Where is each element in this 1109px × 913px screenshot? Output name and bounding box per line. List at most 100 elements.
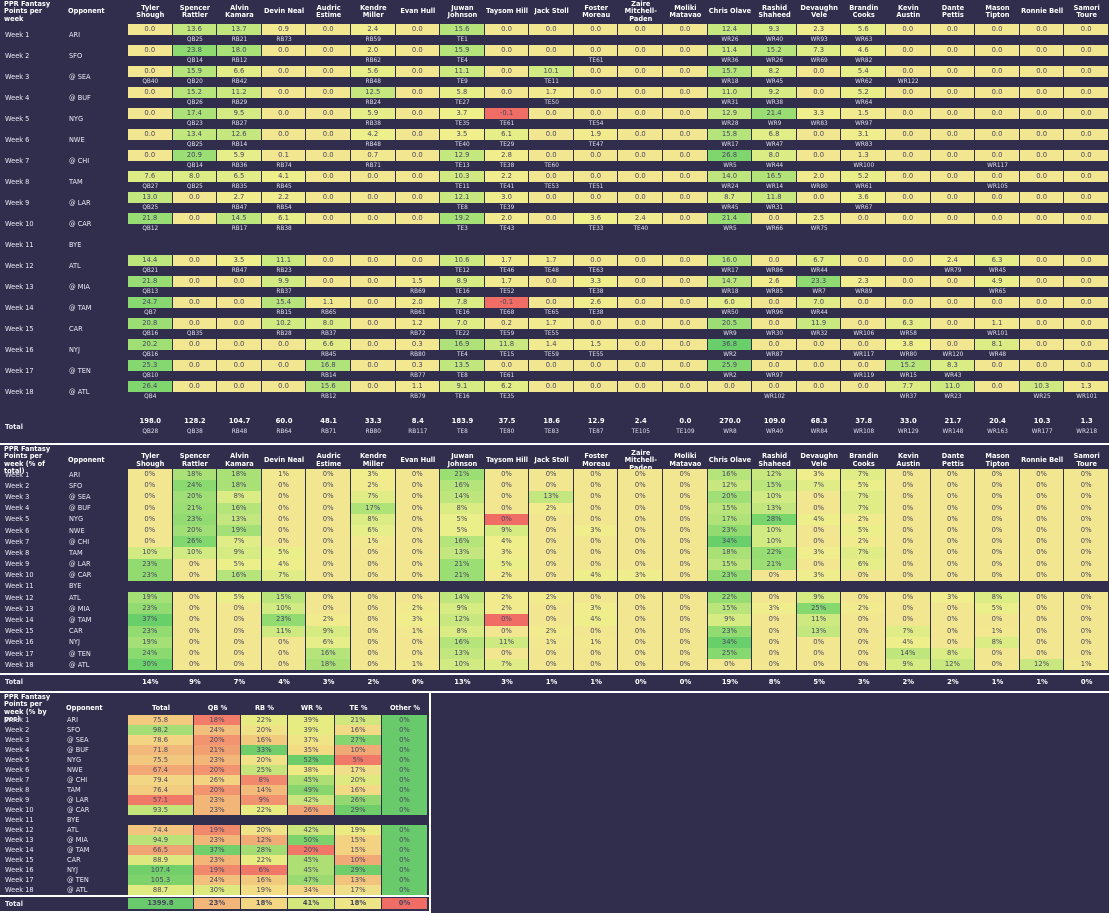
points-cell[interactable]: 0.0 <box>841 339 887 350</box>
pct-cell[interactable]: 0% <box>484 469 530 481</box>
week-label[interactable]: Week 6 <box>5 526 30 535</box>
pct-cell[interactable]: 1% <box>1064 659 1109 671</box>
pct-cell[interactable]: 37% <box>128 614 173 626</box>
pct-cell[interactable]: 25% <box>796 603 842 615</box>
pct-cell[interactable]: 5% <box>261 547 307 559</box>
pct-cell[interactable]: 0% <box>663 592 708 604</box>
pos-pct-cell[interactable]: 34% <box>288 885 335 895</box>
pct-cell[interactable]: 0% <box>663 480 708 492</box>
pos-pct-cell[interactable]: 26% <box>335 795 382 805</box>
pct-cell[interactable]: 34% <box>707 636 753 648</box>
opponent-cell[interactable]: @ MIA <box>69 604 90 613</box>
points-cell[interactable]: 0.3 <box>395 360 441 371</box>
points-cell[interactable]: 6.8 <box>752 129 797 140</box>
points-cell[interactable]: 0.0 <box>796 87 842 98</box>
pct-cell[interactable]: 23% <box>707 569 753 581</box>
pct-cell[interactable]: 16% <box>440 636 485 648</box>
pct-cell[interactable]: 0% <box>841 636 887 648</box>
points-cell[interactable]: 0.0 <box>930 129 976 140</box>
week-label[interactable]: Week 4 <box>5 504 30 513</box>
pct-cell[interactable]: 2% <box>841 536 887 548</box>
points-cell[interactable]: 0.0 <box>618 45 664 56</box>
pos-pct-cell[interactable]: 0% <box>382 755 428 765</box>
pct-cell[interactable]: 16% <box>217 502 262 514</box>
points-cell[interactable]: 1.7 <box>484 276 530 287</box>
points-cell[interactable]: 14.5 <box>217 213 262 224</box>
total-value[interactable]: 1% <box>991 678 1004 687</box>
points-cell[interactable]: 0.0 <box>306 171 351 182</box>
points-cell[interactable]: 0.0 <box>395 66 441 77</box>
points-cell[interactable]: 0.0 <box>350 171 396 182</box>
pct-cell[interactable]: 13% <box>752 502 797 514</box>
pct-cell[interactable]: 0% <box>930 558 976 570</box>
points-cell[interactable]: 0.0 <box>663 24 708 35</box>
points-cell[interactable]: 1.1 <box>395 381 441 392</box>
points-cell[interactable]: 0.0 <box>395 87 441 98</box>
points-cell[interactable]: 3.5 <box>440 129 485 140</box>
pct-cell[interactable]: 0% <box>930 636 976 648</box>
points-cell[interactable]: 4.2 <box>350 129 396 140</box>
pct-cell[interactable]: 0% <box>796 648 842 660</box>
points-cell[interactable]: 0.0 <box>618 255 664 266</box>
player-column-header[interactable]: Moliki Matavao <box>669 452 702 468</box>
week-label[interactable]: Week 17 <box>5 876 34 884</box>
player-column-header[interactable]: Devin Neal <box>263 7 305 16</box>
points-cell[interactable]: 19.2 <box>440 213 485 224</box>
pct-cell[interactable]: 5% <box>217 592 262 604</box>
pct-cell[interactable]: 0% <box>752 625 797 637</box>
pct-cell[interactable]: 0% <box>618 524 664 537</box>
points-cell[interactable]: 0.1 <box>261 150 307 161</box>
player-column-header[interactable]: Devaughn Vele <box>800 452 838 468</box>
points-cell[interactable]: 1.3 <box>1064 381 1109 392</box>
player-column-header[interactable]: Taysom Hill <box>485 7 529 16</box>
pct-cell[interactable]: 8% <box>975 636 1020 648</box>
points-cell[interactable]: 1.7 <box>529 318 574 329</box>
pos-pct-cell[interactable]: 6% <box>241 865 288 875</box>
opponent-cell[interactable]: @ BUF <box>69 93 91 102</box>
pct-cell[interactable]: 0% <box>172 569 218 581</box>
week-label[interactable]: Week 7 <box>5 537 30 546</box>
opponent-header[interactable]: Opponent <box>68 456 105 465</box>
points-cell[interactable]: 0.0 <box>573 108 619 119</box>
pct-cell[interactable]: 0% <box>1019 592 1065 604</box>
pos-pct-cell[interactable]: 19% <box>194 825 241 835</box>
points-cell[interactable]: 0.0 <box>796 381 842 392</box>
stat-column-header[interactable]: TE % <box>349 704 368 713</box>
total-value[interactable]: 33.3 <box>364 417 382 425</box>
pct-cell[interactable]: 5% <box>440 513 485 525</box>
pct-cell[interactable]: 20% <box>707 491 753 503</box>
pct-cell[interactable]: 0% <box>930 469 976 481</box>
pct-cell[interactable]: 0% <box>484 513 530 525</box>
points-cell[interactable]: 8.0 <box>306 318 351 329</box>
pct-cell[interactable]: 16% <box>217 569 262 581</box>
pct-cell[interactable]: 18% <box>707 547 753 559</box>
points-cell[interactable]: 0.0 <box>350 276 396 287</box>
table-title[interactable]: PPR Fantasy Points per week (% of total) <box>4 445 51 476</box>
points-cell[interactable]: 0.0 <box>395 171 441 182</box>
total-value[interactable]: 2.4 <box>634 417 647 425</box>
points-cell[interactable]: 0.0 <box>663 255 708 266</box>
total-value[interactable]: 12.9 <box>587 417 605 425</box>
opponent-cell[interactable]: NYG <box>69 515 84 524</box>
week-label[interactable]: Week 6 <box>5 766 30 774</box>
pos-pct-cell[interactable]: 16% <box>335 785 382 795</box>
points-cell[interactable]: 0.0 <box>975 45 1020 56</box>
points-cell[interactable]: 15.6 <box>306 381 351 392</box>
week-label[interactable]: Week 11 <box>5 240 34 249</box>
week-label[interactable]: Week 12 <box>5 593 34 602</box>
pct-cell[interactable]: 19% <box>128 592 173 604</box>
pct-cell[interactable]: 0% <box>663 558 708 570</box>
pos-pct-cell[interactable]: 20% <box>241 725 288 735</box>
points-cell[interactable]: 0.0 <box>172 297 218 308</box>
points-cell[interactable]: 8.1 <box>975 339 1020 350</box>
points-cell[interactable]: 5.2 <box>841 171 887 182</box>
pct-cell[interactable]: 7% <box>886 625 931 637</box>
points-cell[interactable]: 2.3 <box>796 24 842 35</box>
points-cell[interactable]: 0.0 <box>1019 108 1065 119</box>
opponent-header[interactable]: Opponent <box>68 7 105 16</box>
pct-cell[interactable]: 9% <box>306 625 351 637</box>
pct-cell[interactable]: 0% <box>663 491 708 503</box>
points-cell[interactable]: 6.7 <box>796 255 842 266</box>
points-cell[interactable]: 3.3 <box>796 108 842 119</box>
pct-cell[interactable]: 0% <box>752 569 797 581</box>
